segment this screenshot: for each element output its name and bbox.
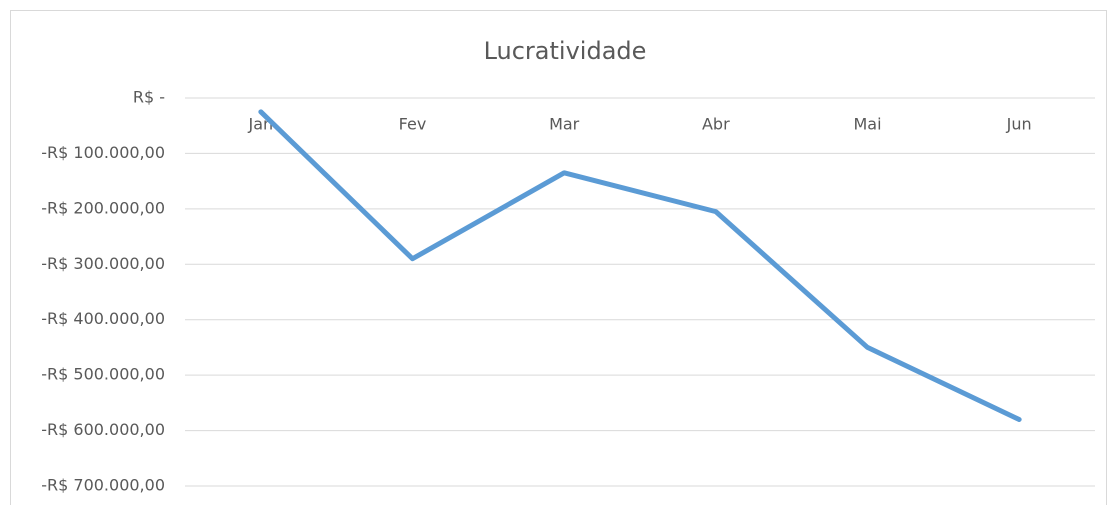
y-tick-label: -R$ 200.000,00 (41, 198, 165, 217)
y-tick-label: R$ - (133, 88, 165, 107)
y-tick-label: -R$ 600.000,00 (41, 420, 165, 439)
x-tick-label: Mar (549, 115, 580, 134)
y-tick-label: -R$ 300.000,00 (41, 254, 165, 273)
x-tick-label: Fev (399, 115, 427, 134)
y-tick-label: -R$ 400.000,00 (41, 309, 165, 328)
chart-title: Lucratividade (484, 37, 647, 65)
x-tick-label: Mai (853, 115, 881, 134)
data-line (258, 109, 1022, 422)
y-tick-label: -R$ 500.000,00 (41, 365, 165, 384)
y-tick-label: -R$ 700.000,00 (41, 476, 165, 495)
y-tick-label: -R$ 100.000,00 (41, 143, 165, 162)
x-tick-label: Jun (1006, 115, 1032, 134)
x-tick-label: Abr (702, 115, 730, 134)
chart-frame (10, 10, 1107, 505)
